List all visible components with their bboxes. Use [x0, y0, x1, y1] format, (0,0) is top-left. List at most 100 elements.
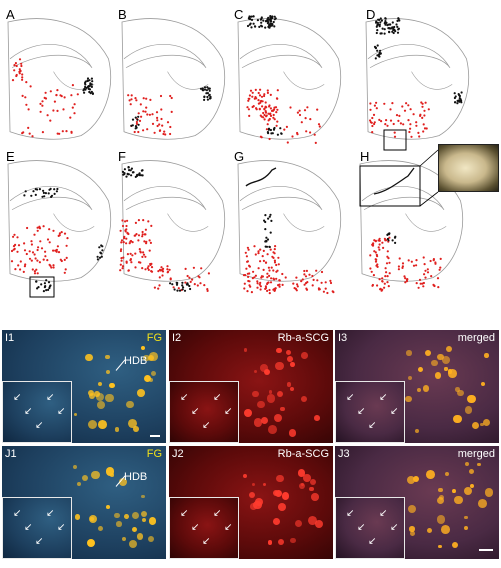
retrograde-cell — [278, 285, 281, 288]
retrograde-cell — [42, 225, 45, 228]
retrograde-cell — [301, 278, 304, 281]
retrograde-cell — [170, 110, 173, 113]
retrograde-cell — [147, 265, 150, 268]
retrograde-cell — [272, 116, 275, 119]
stain-label: Rb-a-SCG — [277, 332, 329, 344]
labeled-neuron — [267, 540, 273, 545]
retrograde-cell — [377, 246, 380, 249]
retrograde-cell — [379, 287, 382, 290]
anterograde-cell — [397, 27, 400, 30]
retrograde-cell — [69, 116, 72, 119]
anterograde-cell — [381, 27, 384, 30]
retrograde-cell — [417, 131, 420, 134]
retrograde-cell — [134, 234, 137, 237]
retrograde-cell — [160, 117, 163, 121]
retrograde-cell — [261, 275, 264, 278]
retrograde-cell — [14, 268, 17, 271]
anterograde-cell — [53, 192, 56, 195]
retrograde-cell — [378, 248, 381, 251]
retrograde-cell — [270, 277, 273, 280]
retrograde-cell — [44, 91, 47, 94]
retrograde-cell — [22, 131, 25, 134]
retrograde-cell — [48, 228, 51, 231]
retrograde-cell — [401, 266, 404, 269]
labeled-neuron — [301, 396, 307, 403]
anterograde-cell — [44, 192, 48, 195]
retrograde-cell — [57, 251, 61, 254]
labeled-neuron — [96, 401, 105, 410]
retrograde-cell — [303, 109, 307, 112]
labeled-neuron — [250, 503, 257, 510]
retrograde-cell — [19, 268, 22, 271]
retrograde-cell — [423, 127, 427, 130]
micrograph-j3: ↙ ↙ ↙ ↙ ↙ J3 merged — [335, 446, 499, 559]
retrograde-cell — [267, 281, 270, 284]
retrograde-cell — [16, 236, 19, 239]
labeled-neuron — [436, 496, 445, 505]
retrograde-cell — [63, 232, 67, 235]
retrograde-cell — [52, 264, 55, 267]
retrograde-cell — [374, 260, 378, 263]
anterograde-cell — [387, 27, 390, 30]
retrograde-cell — [27, 108, 30, 111]
retrograde-cell — [429, 259, 432, 263]
retrograde-cell — [246, 290, 249, 293]
retrograde-cell — [384, 267, 387, 270]
anterograde-cell — [55, 190, 59, 193]
retrograde-cell — [143, 240, 146, 243]
labeled-neuron — [286, 382, 291, 387]
retrograde-cell — [56, 245, 60, 248]
labeled-neuron — [301, 482, 305, 486]
retrograde-cell — [247, 108, 250, 111]
anterograde-cell — [128, 169, 131, 172]
labeled-neuron — [131, 512, 139, 520]
retrograde-cell — [291, 135, 294, 138]
section-outline-f — [121, 160, 226, 282]
retrograde-cell — [421, 116, 424, 119]
anterograde-cell — [138, 172, 141, 175]
anterograde-cell — [24, 190, 27, 193]
anterograde-cell — [178, 289, 182, 292]
retrograde-cell — [160, 266, 163, 269]
labeled-neuron — [444, 367, 448, 371]
retrograde-cell — [142, 219, 145, 222]
retrograde-cell — [120, 257, 123, 260]
retrograde-cell — [260, 276, 263, 279]
retrograde-cell — [46, 238, 50, 241]
labeled-neuron — [280, 406, 285, 412]
retrograde-cell — [166, 271, 169, 274]
highlight-box-h — [359, 165, 421, 207]
anterograde-cell — [391, 21, 394, 24]
retrograde-cell — [63, 258, 66, 261]
labeled-neuron — [431, 359, 439, 367]
anterograde-cell — [266, 131, 269, 134]
retrograde-cell — [272, 256, 275, 259]
micrograph-j2: ↙ ↙ ↙ ↙ ↙ J2 Rb-a-SCG — [169, 446, 333, 559]
retrograde-cell — [373, 122, 376, 126]
anterograde-cell — [101, 245, 104, 248]
anterograde-cell — [454, 95, 457, 98]
labeled-neuron — [441, 525, 451, 535]
retrograde-cell — [177, 287, 180, 290]
anterograde-cell — [96, 255, 99, 258]
retrograde-cell — [200, 267, 203, 270]
retrograde-cell — [137, 239, 140, 242]
anterograde-cell — [266, 22, 269, 25]
retrograde-cell — [399, 122, 402, 125]
retrograde-cell — [417, 286, 420, 289]
anterograde-cell — [250, 18, 254, 21]
section-contour-c — [283, 71, 325, 90]
retrograde-cell — [424, 276, 427, 279]
retrograde-cell — [186, 274, 189, 278]
anterograde-cell — [136, 118, 139, 121]
anterograde-cell — [392, 31, 395, 35]
labeled-neuron — [437, 353, 445, 361]
anterograde-cell — [252, 22, 255, 25]
retrograde-cell — [405, 102, 408, 105]
retrograde-cell — [65, 130, 68, 133]
anterograde-cell — [384, 20, 387, 23]
labeled-neuron — [438, 487, 443, 493]
retrograde-cell — [247, 97, 250, 100]
section-ventricle-c — [239, 43, 323, 69]
retrograde-cell — [261, 105, 264, 108]
